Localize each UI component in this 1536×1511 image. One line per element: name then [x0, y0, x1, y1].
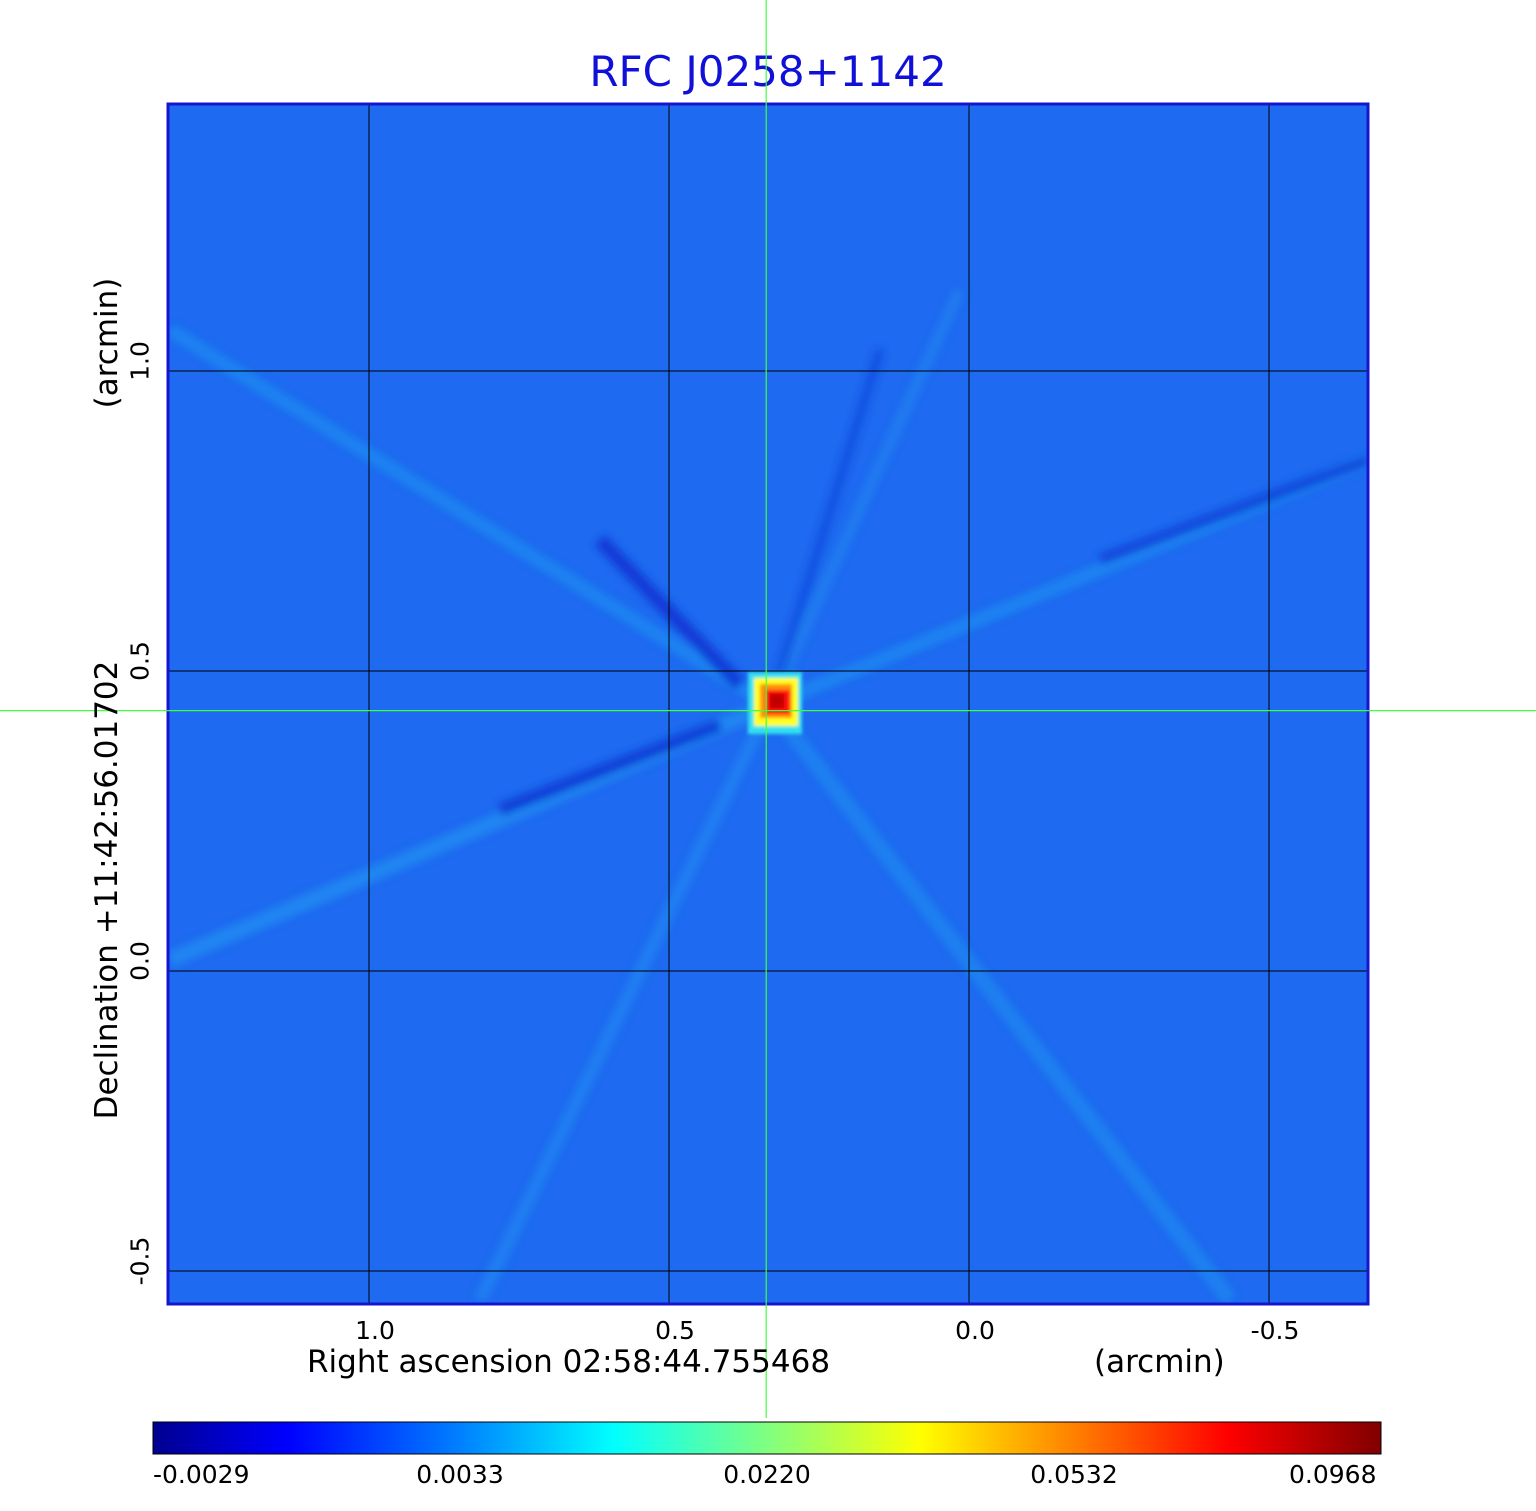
- sidelobe-streak: [594, 535, 746, 690]
- sidelobe-streak: [497, 719, 723, 816]
- sidelobe-streak: [765, 348, 885, 707]
- coordinate-grid: [168, 104, 1368, 1304]
- sidelobe-streak: [764, 287, 966, 708]
- y-tick-label: 0.5: [125, 641, 155, 681]
- y-axis-unit: (arcmin): [89, 277, 125, 409]
- colorbar-tick-label: 0.0033: [416, 1460, 504, 1489]
- chart-title: RFC J0258+1142: [589, 47, 947, 96]
- x-tick-label: -0.5: [1250, 1316, 1300, 1345]
- sidelobe-streak: [473, 701, 777, 1304]
- source-peak: [748, 672, 802, 734]
- x-tick-label: 0.0: [955, 1316, 995, 1345]
- sidelobe-streak: [763, 700, 1237, 1304]
- sidelobe-pattern: [168, 287, 1368, 1304]
- x-axis-label: Right ascension 02:58:44.755468: [307, 1344, 831, 1380]
- sidelobe-streak: [168, 324, 774, 711]
- y-axis-label: Declination +11:42:56.01702: [89, 660, 125, 1120]
- x-axis-unit: (arcmin): [1094, 1344, 1225, 1380]
- y-tick-label: 1.0: [125, 341, 155, 381]
- crosshair: [0, 0, 1536, 1418]
- colorbar-tick-label: 0.0968: [1289, 1460, 1377, 1489]
- x-tick-label: 0.5: [655, 1316, 695, 1345]
- y-tick-label: 0.0: [125, 941, 155, 981]
- sidelobe-streak: [1098, 455, 1368, 565]
- colorbar-tick-label: 0.0220: [723, 1460, 811, 1489]
- x-tick-label: 1.0: [355, 1316, 395, 1345]
- plot-frame: [166, 102, 1370, 1306]
- colorbar: [152, 1421, 1382, 1455]
- colorbar-tick-label: 0.0532: [1030, 1460, 1118, 1489]
- colorbar-tick-label: -0.0029: [153, 1460, 250, 1489]
- y-tick-label: -0.5: [125, 1236, 155, 1286]
